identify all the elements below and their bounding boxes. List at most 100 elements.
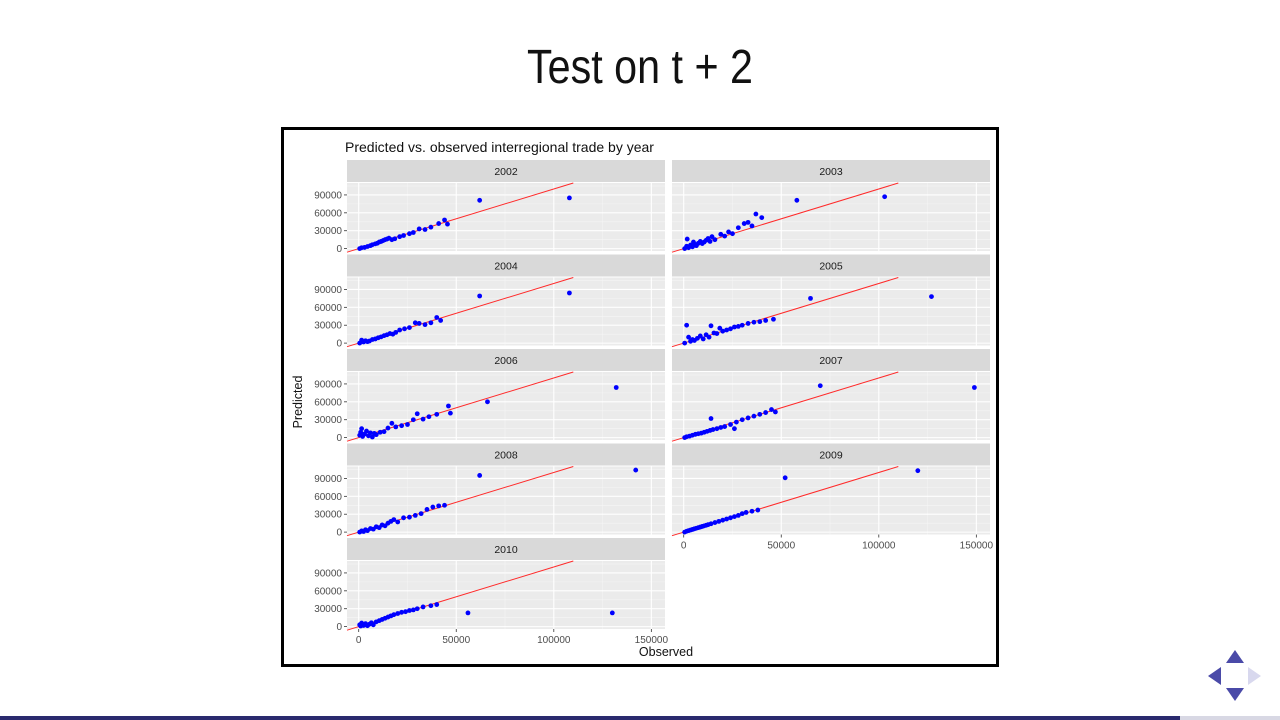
- data-point: [377, 429, 383, 435]
- slide-title: Test on t + 2: [526, 41, 754, 94]
- data-point: [407, 514, 412, 520]
- data-point: [707, 239, 713, 244]
- data-point: [728, 326, 733, 332]
- y-tick-label: 0: [336, 244, 342, 255]
- data-point: [397, 234, 403, 240]
- data-point: [407, 608, 412, 613]
- data-point: [751, 319, 757, 325]
- y-tick-label: 0: [336, 339, 342, 350]
- data-point: [403, 609, 408, 615]
- chart-title: Predicted vs. observed interregional tra…: [345, 139, 654, 155]
- data-point: [706, 334, 712, 340]
- data-point: [359, 426, 365, 432]
- data-point: [753, 211, 759, 217]
- data-point: [414, 606, 420, 612]
- data-point: [710, 427, 716, 432]
- data-point: [613, 385, 619, 390]
- footer-rule: [0, 716, 1280, 720]
- data-point: [395, 519, 401, 525]
- y-tick-label: 60000: [314, 492, 342, 503]
- data-point: [745, 219, 751, 225]
- data-point: [755, 507, 761, 513]
- plot-background: [672, 183, 990, 251]
- data-point: [412, 513, 418, 518]
- data-point: [397, 327, 403, 333]
- data-point: [735, 225, 741, 231]
- triangle-right-icon[interactable]: [1248, 667, 1261, 685]
- data-point: [410, 607, 416, 613]
- data-point: [691, 239, 696, 245]
- data-point: [684, 236, 690, 242]
- data-point: [401, 515, 406, 521]
- x-tick-label: 0: [681, 541, 687, 552]
- triangle-down-icon[interactable]: [1226, 688, 1244, 701]
- data-point: [720, 328, 726, 334]
- data-point: [749, 508, 755, 514]
- data-point: [442, 217, 447, 223]
- data-point: [732, 324, 737, 330]
- data-point: [735, 513, 741, 518]
- data-point: [882, 194, 888, 200]
- data-point: [436, 221, 442, 226]
- facet-label: 2010: [494, 544, 518, 556]
- data-point: [712, 237, 718, 243]
- y-axis-label: Predicted: [291, 376, 305, 429]
- triangle-up-icon[interactable]: [1226, 650, 1244, 663]
- panel-2008: 2008 0 30000 60000 90000: [314, 443, 665, 539]
- data-point: [442, 502, 447, 508]
- data-point: [745, 415, 751, 421]
- data-point: [633, 467, 639, 473]
- facet-strip: [347, 538, 665, 560]
- data-point: [567, 195, 572, 201]
- data-point: [739, 511, 745, 517]
- data-point: [424, 507, 430, 512]
- data-point: [436, 503, 442, 509]
- data-point: [426, 414, 432, 420]
- navigation-controls: [1204, 646, 1268, 706]
- plot-background: [672, 372, 990, 440]
- data-point: [714, 331, 720, 336]
- data-point: [399, 423, 405, 429]
- data-point: [735, 324, 741, 329]
- data-point: [407, 231, 412, 237]
- y-tick-label: 30000: [314, 226, 342, 237]
- data-point: [446, 403, 451, 409]
- data-point: [743, 510, 749, 515]
- x-tick-label: 0: [356, 635, 362, 646]
- panel-2003: 2003: [671, 160, 990, 253]
- data-point: [745, 321, 751, 326]
- data-point: [477, 293, 483, 299]
- data-point: [447, 410, 453, 416]
- figure-frame: Predicted vs. observed interregional tra…: [281, 127, 999, 667]
- data-point: [724, 516, 730, 522]
- data-point: [724, 327, 730, 333]
- data-point: [733, 419, 739, 425]
- data-point: [370, 622, 376, 628]
- panel-2009: 2009 0 50000 100000 150000: [671, 443, 993, 552]
- x-tick-label: 150000: [635, 635, 669, 646]
- data-point: [391, 517, 397, 522]
- data-point: [708, 323, 714, 329]
- data-point: [757, 411, 763, 417]
- data-point: [739, 417, 745, 423]
- triangle-left-icon[interactable]: [1208, 667, 1221, 685]
- data-point: [401, 233, 406, 238]
- panel-2002: 2002 0 30000 60000 90000: [314, 160, 665, 255]
- data-point: [418, 511, 424, 517]
- y-tick-label: 60000: [314, 208, 342, 219]
- y-tick-label: 30000: [314, 321, 342, 332]
- data-point: [428, 224, 434, 230]
- facet-label: 2003: [819, 166, 843, 178]
- panel-2006: 2006 0 30000 60000 90000: [314, 349, 665, 444]
- x-tick-label: 50000: [442, 635, 470, 646]
- data-point: [405, 422, 410, 427]
- y-tick-label: 0: [336, 622, 342, 633]
- y-tick-label: 90000: [314, 568, 342, 579]
- plot-background: [347, 466, 665, 535]
- data-point: [445, 221, 450, 227]
- facet-label: 2009: [819, 450, 843, 462]
- data-point: [763, 410, 769, 415]
- data-point: [391, 612, 397, 618]
- data-point: [763, 318, 769, 323]
- data-point: [428, 603, 434, 609]
